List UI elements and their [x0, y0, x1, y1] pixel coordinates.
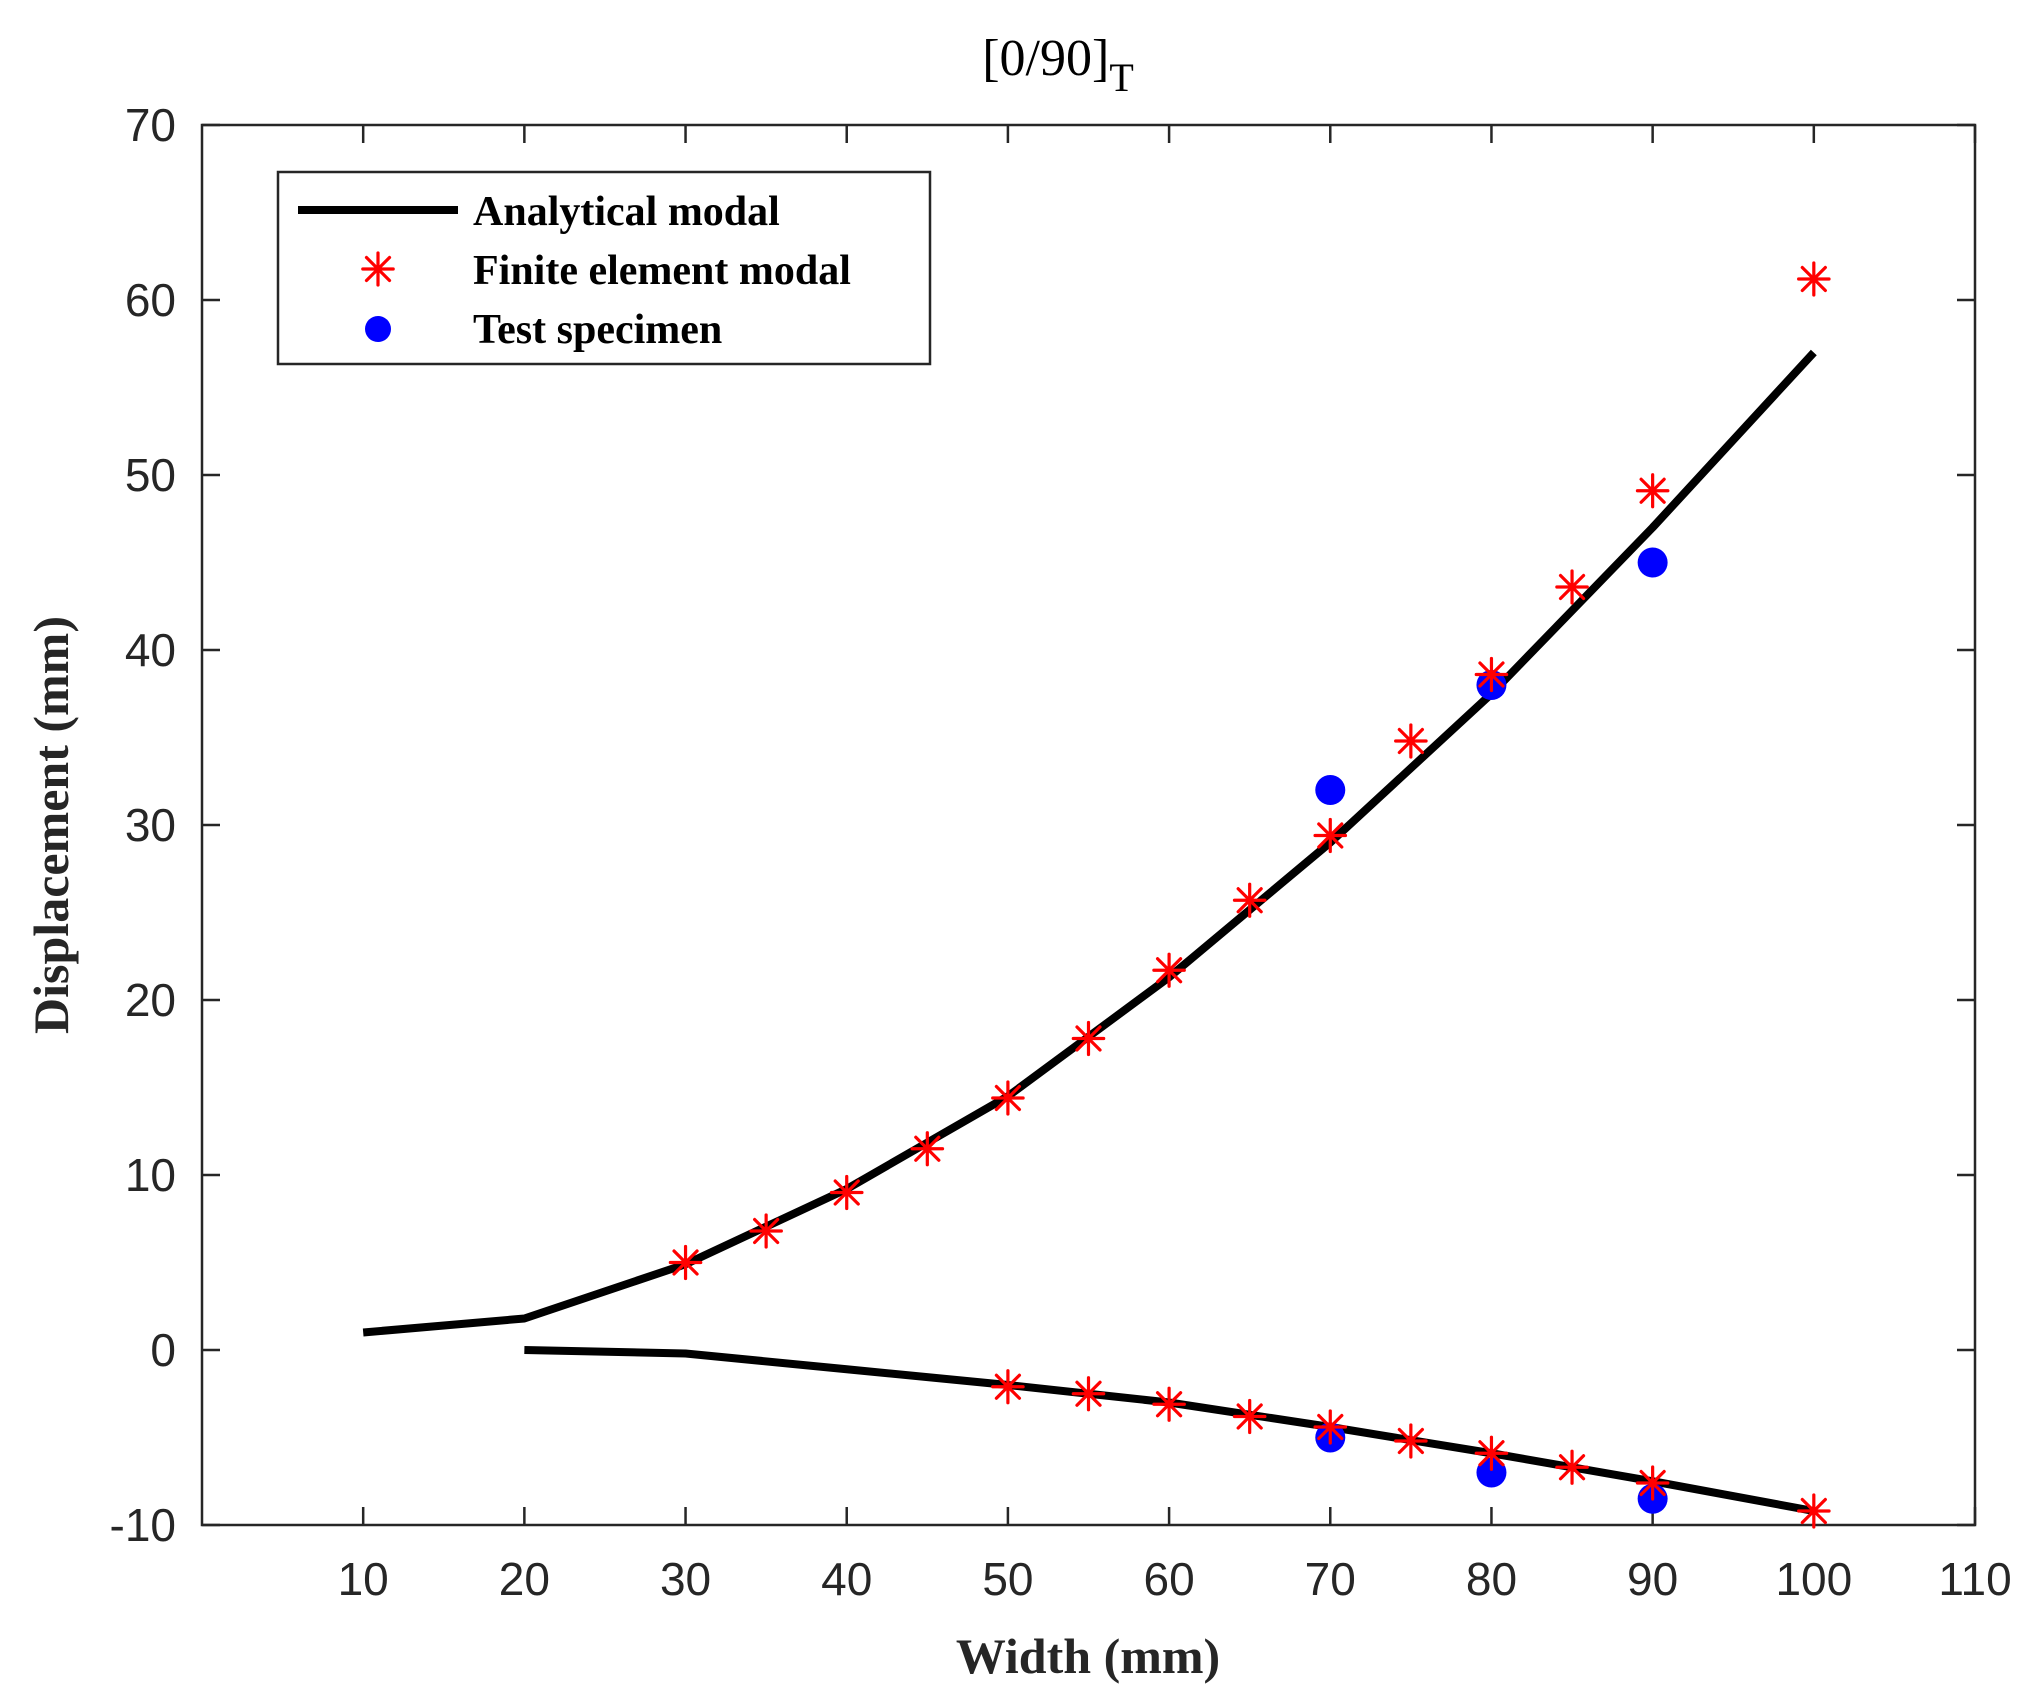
legend-label-test-specimen: Test specimen: [473, 307, 722, 353]
finite-element-point: [1232, 882, 1267, 918]
x-tick-label: 100: [1775, 1553, 1852, 1605]
x-tick-label: 110: [1938, 1553, 2011, 1605]
legend-label-finite-element: Finite element modal: [473, 248, 851, 294]
finite-element-point: [1152, 1386, 1186, 1422]
chart-title-main: [0/90]: [982, 30, 1109, 87]
finite-element-point: [1313, 817, 1348, 854]
legend-circle-swatch: [365, 316, 391, 342]
legend-asterisk-swatch: [361, 251, 395, 287]
finite-element-point: [1394, 1423, 1428, 1459]
finite-element-point: [1555, 1449, 1589, 1485]
finite-element-point: [1152, 952, 1186, 988]
finite-element-point: [1635, 473, 1670, 509]
legend-label-analytical: Analytical modal: [473, 189, 780, 235]
legend-asterisk-mark: [361, 251, 395, 287]
finite-element-point: [1797, 1493, 1831, 1529]
y-tick-label: 60: [125, 274, 176, 326]
test-specimen-point: [1637, 547, 1668, 578]
y-tick-label: 70: [125, 99, 176, 151]
chart-title: [0/90]T: [982, 30, 1134, 100]
y-tick-label: 0: [150, 1324, 176, 1376]
finite-element-point: [1232, 1398, 1267, 1435]
test-specimen-point: [1315, 775, 1346, 805]
finite-element-markers: [668, 261, 1831, 1529]
finite-element-point: [1474, 1435, 1509, 1471]
y-tick-label: 20: [125, 974, 176, 1026]
finite-element-point: [749, 1213, 783, 1249]
finite-element-point: [910, 1131, 945, 1167]
x-tick-label: 80: [1466, 1553, 1517, 1605]
finite-element-point: [1313, 1409, 1348, 1445]
chart-title-subscript: T: [1109, 55, 1133, 100]
finite-element-point: [1797, 261, 1831, 297]
x-tick-label: 30: [660, 1553, 711, 1605]
legend: Analytical modal Finite element modal Te…: [276, 170, 932, 366]
x-tick-label: 40: [821, 1553, 872, 1605]
x-tick-label: 50: [982, 1553, 1033, 1605]
x-tick-label: 60: [1144, 1553, 1195, 1605]
finite-element-point: [829, 1174, 864, 1211]
finite-element-point: [1071, 1020, 1106, 1057]
test-specimen-point: [1476, 1457, 1507, 1488]
finite-element-point: [991, 1369, 1025, 1405]
y-tick-label: 10: [125, 1149, 176, 1201]
finite-element-point: [1635, 1465, 1670, 1501]
y-tick-label: 40: [125, 624, 176, 676]
y-tick-label: 30: [125, 799, 176, 851]
x-tick-label: 20: [499, 1553, 550, 1605]
y-tick-label: 50: [125, 449, 176, 501]
finite-element-point: [1071, 1376, 1106, 1412]
finite-element-point: [668, 1244, 703, 1281]
finite-element-point: [991, 1080, 1025, 1116]
y-axis-label: Displacement (mm): [23, 616, 79, 1034]
x-axis-label: Width (mm): [956, 1628, 1220, 1684]
finite-element-point: [1555, 569, 1589, 605]
finite-element-point: [1394, 723, 1428, 759]
finite-element-point: [1474, 656, 1509, 693]
y-tick-label: -10: [110, 1499, 176, 1551]
x-tick-label: 10: [338, 1553, 389, 1605]
x-tick-label: 70: [1305, 1553, 1356, 1605]
axis-tick-labels: 10 20 30 40 50 60 70 80 90 100 110 -10 0 10 20 30 40 50 60…: [110, 99, 2012, 1605]
x-tick-label: 90: [1627, 1553, 1678, 1605]
